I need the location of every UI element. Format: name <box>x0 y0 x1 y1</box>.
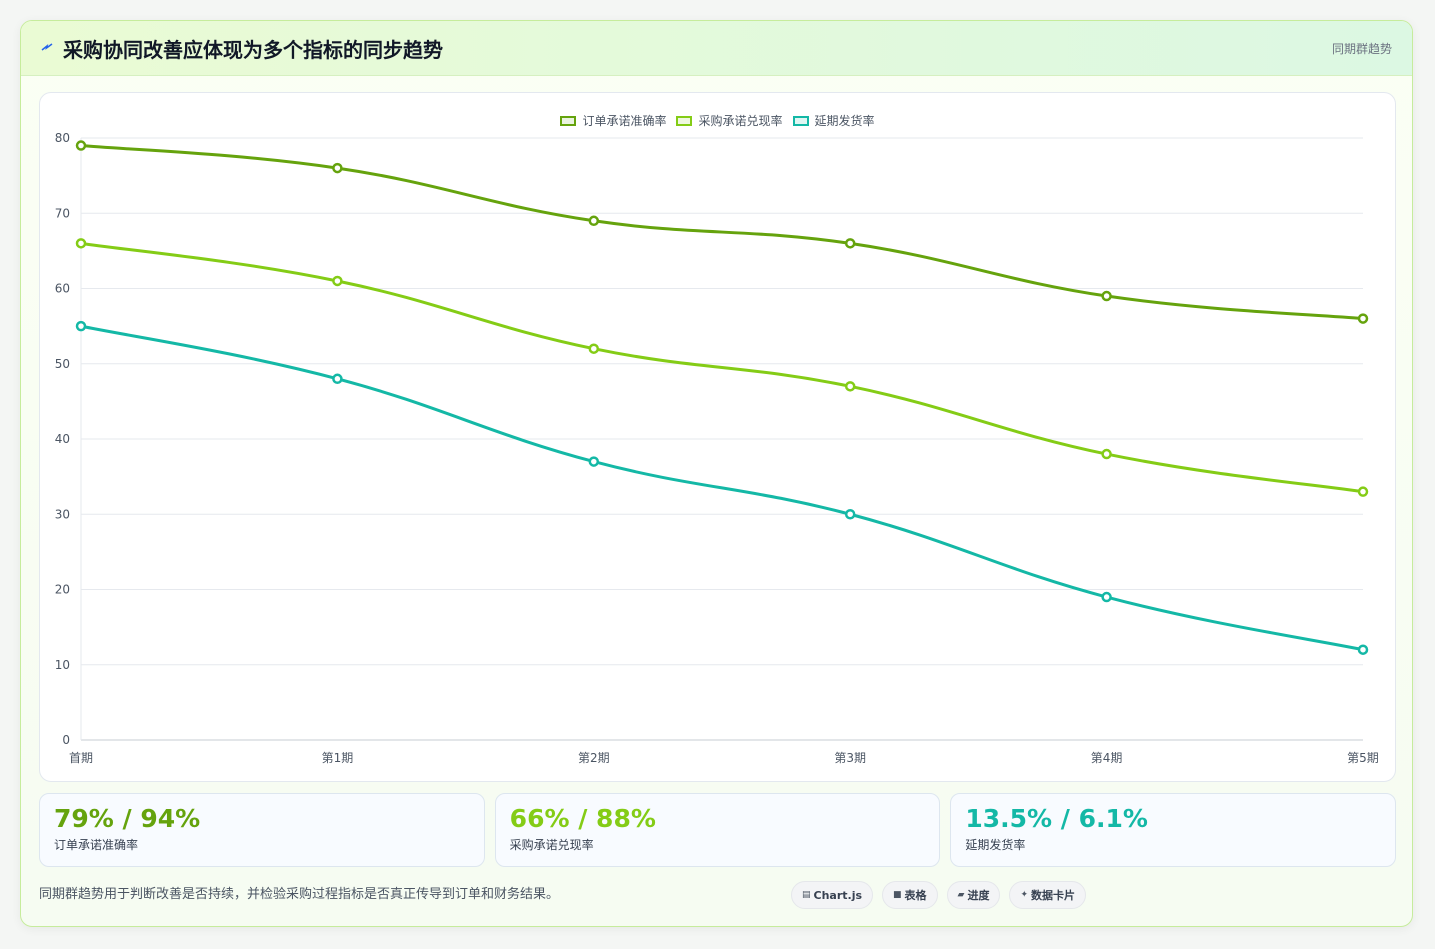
chip-progress[interactable]: ▰ 进度 <box>946 881 1001 909</box>
data-point <box>844 238 856 249</box>
chip-table[interactable]: ■ 表格 <box>882 881 938 909</box>
legend-item-1[interactable]: 采购承诺兑现率 <box>676 112 783 129</box>
chart-panel: 0 10 20 30 40 50 60 70 80 首期 第1期 第2期 第3期 第4期 第5期 订单承诺准… <box>39 92 1396 782</box>
data-point <box>1101 448 1112 460</box>
legend-swatch <box>792 115 809 126</box>
chip-chartjs[interactable]: ▤ Chart.js <box>791 881 874 909</box>
data-point <box>844 509 856 520</box>
stat-card-commit-fulfillment: 66% / 88% 采购承诺兑现率 <box>494 793 941 867</box>
x-tick-label: 第5期 <box>1347 751 1379 765</box>
stat-card-delay-rate: 13.5% / 6.1% 延期发货率 <box>950 793 1397 867</box>
x-tick-label: 第4期 <box>1091 751 1123 765</box>
legend-item-2[interactable]: 延期发货率 <box>792 112 875 129</box>
data-point <box>75 238 87 249</box>
stat-card-order-accuracy: 79% / 94% 订单承诺准确率 <box>39 793 485 867</box>
stat-label: 延期发货率 <box>965 838 1026 852</box>
stats-row: 79% / 94% 订单承诺准确率 66% / 88% 采购承诺兑现率 13.5… <box>39 793 1397 867</box>
legend-label: 延期发货率 <box>814 114 875 128</box>
data-point <box>588 343 600 354</box>
data-point <box>332 373 343 385</box>
y-tick-label: 60 <box>55 282 70 296</box>
legend-label: 订单承诺准确率 <box>582 114 667 128</box>
series-line-1 <box>80 241 1364 494</box>
chip-data-card[interactable]: ✦ 数据卡片 <box>1009 881 1087 909</box>
page-title: 采购协同改善应体现为多个指标的同步趋势 <box>63 37 443 62</box>
data-point <box>1101 591 1112 603</box>
y-tick-label: 30 <box>55 507 70 521</box>
data-point <box>332 162 343 174</box>
zap-icon <box>41 41 53 56</box>
data-point <box>1101 290 1112 302</box>
legend-swatch <box>676 115 693 126</box>
legend-swatch <box>560 115 577 126</box>
table-icon: ■ <box>893 890 902 900</box>
chip-label: 表格 <box>904 889 927 902</box>
y-tick-label: 20 <box>55 583 70 597</box>
card-header: 采购协同改善应体现为多个指标的同步趋势 同期群趋势 <box>21 21 1412 76</box>
data-point <box>1357 486 1369 497</box>
chart-legend: 订单承诺准确率 采购承诺兑现率 延期发货率 <box>40 112 1395 129</box>
data-point <box>332 275 343 287</box>
y-tick-label: 70 <box>55 206 70 220</box>
legend-item-0[interactable]: 订单承诺准确率 <box>560 112 666 129</box>
line-chart: 0 10 20 30 40 50 60 70 80 首期 第1期 第2期 第3期 第4期 第5期 <box>55 131 1379 765</box>
trend-card: 采购协同改善应体现为多个指标的同步趋势 同期群趋势 0 10 20 30 40 50 60 7… <box>20 20 1413 927</box>
stat-value: 79% / 94% <box>54 804 201 833</box>
chip-label: 数据卡片 <box>1031 889 1076 902</box>
cohort-tag: 同期群趋势 <box>1331 41 1392 56</box>
data-point <box>588 456 600 467</box>
data-point <box>75 140 87 151</box>
chart-icon: ▤ <box>802 890 811 900</box>
chip-label: Chart.js <box>813 888 863 902</box>
y-tick-label: 80 <box>55 131 70 145</box>
stat-label: 订单承诺准确率 <box>54 838 139 852</box>
series-line-2 <box>80 324 1364 652</box>
stat-value: 66% / 88% <box>509 804 656 833</box>
y-tick-label: 10 <box>55 658 70 672</box>
x-tick-label: 第3期 <box>834 751 866 765</box>
chip-label: 进度 <box>967 889 990 902</box>
stat-value: 13.5% / 6.1% <box>965 804 1148 833</box>
data-point <box>1357 313 1369 324</box>
legend-label: 采购承诺兑现率 <box>698 114 783 128</box>
y-tick-label: 40 <box>55 432 70 446</box>
data-point <box>1357 644 1369 655</box>
data-point <box>588 215 600 227</box>
series-line-0 <box>80 144 1364 321</box>
x-tick-label: 第1期 <box>322 751 354 765</box>
stat-label: 采购承诺兑现率 <box>509 838 594 852</box>
y-tick-label: 50 <box>55 357 70 371</box>
x-tick-label: 第2期 <box>578 751 610 765</box>
x-tick-label: 首期 <box>69 751 93 765</box>
progress-icon: ▰ <box>957 890 965 900</box>
y-tick-label: 0 <box>62 733 70 747</box>
footer: 同期群趋势用于判断改善是否持续，并检验采购过程指标是否真正传导到订单和财务结果。… <box>39 877 1396 913</box>
data-point <box>75 320 87 332</box>
sparkle-icon: ✦ <box>1020 890 1029 900</box>
footer-note: 同期群趋势用于判断改善是否持续，并检验采购过程指标是否真正传导到订单和财务结果。 <box>39 887 560 902</box>
data-point <box>844 381 856 392</box>
chip-group: ▤ Chart.js ■ 表格 ▰ 进度 ✦ 数据卡片 <box>791 881 1087 909</box>
